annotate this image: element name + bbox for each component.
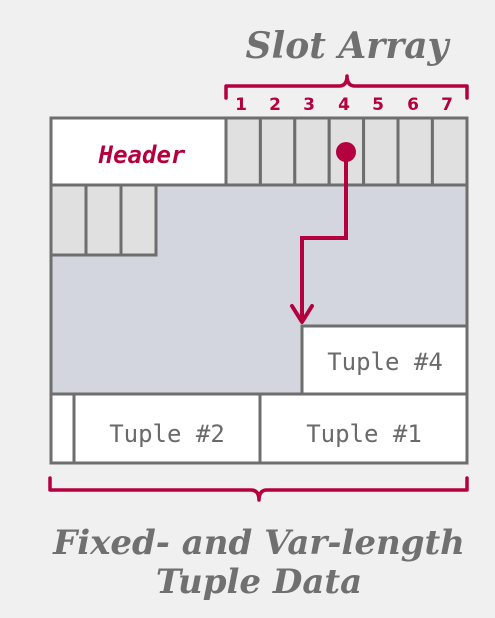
slot-number-2: 2	[269, 95, 281, 115]
footer-label-line-2: Tuple Data	[156, 562, 362, 602]
slot-cell-2	[258, 116, 297, 187]
extra-slot-1	[49, 183, 88, 257]
header-label: Header	[98, 141, 186, 169]
extra-slot-3	[119, 183, 158, 257]
slot-array-title: Slot Array	[246, 25, 451, 67]
tuple-1-label: Tuple #1	[306, 420, 422, 448]
slot-cell-6	[396, 116, 434, 187]
tuple-2-box	[72, 392, 262, 465]
slot-number-3: 3	[303, 95, 315, 115]
slot-cell-7	[430, 116, 469, 187]
tuple-2-label: Tuple #2	[109, 420, 225, 448]
slot-array-brace	[224, 74, 469, 100]
extra-slot-2	[84, 183, 123, 257]
slot-number-4: 4	[338, 95, 350, 115]
page-outline	[49, 116, 469, 465]
small-tuple-box	[49, 392, 76, 465]
slot-cell-1	[224, 116, 262, 187]
slot-cell-3	[293, 116, 331, 187]
tuple-1-box	[258, 392, 469, 465]
tuple-data-brace	[48, 476, 469, 502]
pointer-line	[300, 152, 348, 320]
header-box	[49, 116, 228, 187]
slot-number-5: 5	[372, 95, 384, 115]
slot-pointer-arrow	[290, 142, 356, 324]
slot-number-6: 6	[407, 95, 419, 115]
slot-number-1: 1	[235, 95, 247, 115]
slot-number-7: 7	[441, 95, 453, 115]
footer-label-line-1: Fixed- and Var-length	[52, 523, 465, 563]
additional-slots	[49, 183, 158, 257]
slot-number-labels: 1 2 3 4 5 6 7	[235, 95, 453, 115]
slot-cell-5	[362, 116, 400, 187]
arrowhead-icon	[290, 304, 314, 324]
tuple-4-label: Tuple #4	[327, 348, 443, 376]
